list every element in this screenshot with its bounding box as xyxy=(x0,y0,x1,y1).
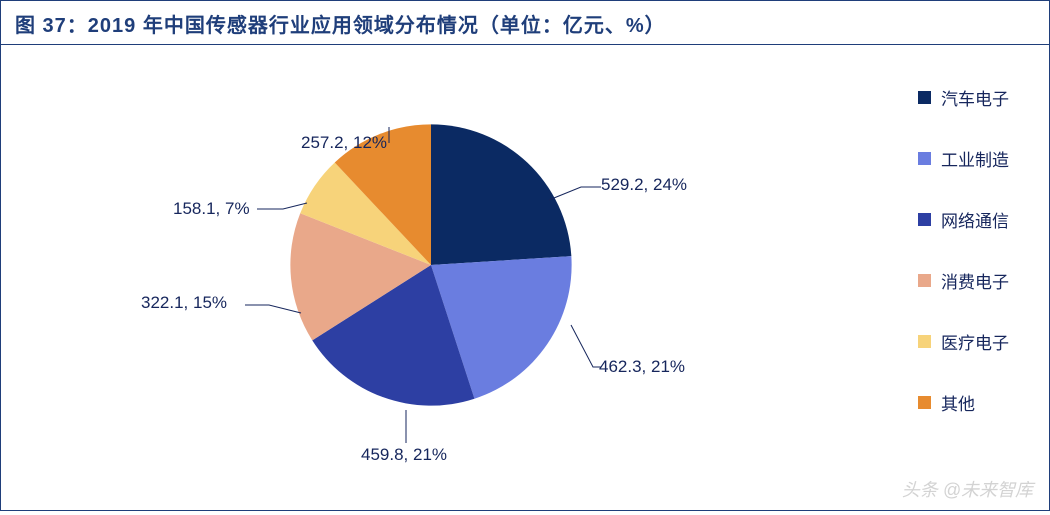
swatch-icon xyxy=(918,91,931,104)
slice-label-industrial: 462.3, 21% xyxy=(599,357,685,377)
legend-item-industrial: 工业制造 xyxy=(918,146,1009,171)
swatch-icon xyxy=(918,335,931,348)
slice-label-consumer: 322.1, 15% xyxy=(141,293,227,313)
legend-label: 消费电子 xyxy=(941,268,1009,293)
pie-svg xyxy=(281,115,581,415)
swatch-icon xyxy=(918,396,931,409)
legend-item-other: 其他 xyxy=(918,390,1009,415)
swatch-icon xyxy=(918,274,931,287)
legend-item-medical: 医疗电子 xyxy=(918,329,1009,354)
title-bar: 图 37：2019 年中国传感器行业应用领域分布情况（单位：亿元、%） xyxy=(1,1,1049,45)
swatch-icon xyxy=(918,152,931,165)
slice-label-medical: 158.1, 7% xyxy=(173,199,250,219)
legend-label: 汽车电子 xyxy=(941,85,1009,110)
legend-label: 网络通信 xyxy=(941,207,1009,232)
legend-item-consumer: 消费电子 xyxy=(918,268,1009,293)
chart-area: 529.2, 24% 462.3, 21% 459.8, 21% 322.1, … xyxy=(1,45,1049,512)
pie-slice xyxy=(431,124,571,265)
pie-chart xyxy=(281,115,581,415)
slice-label-auto: 529.2, 24% xyxy=(601,175,687,195)
legend-label: 其他 xyxy=(941,390,975,415)
legend-label: 医疗电子 xyxy=(941,329,1009,354)
swatch-icon xyxy=(918,213,931,226)
legend-item-auto: 汽车电子 xyxy=(918,85,1009,110)
slice-label-network: 459.8, 21% xyxy=(361,445,447,465)
chart-title: 图 37：2019 年中国传感器行业应用领域分布情况（单位：亿元、%） xyxy=(15,15,666,37)
legend-item-network: 网络通信 xyxy=(918,207,1009,232)
watermark: 头条 @未来智库 xyxy=(902,476,1033,502)
legend-label: 工业制造 xyxy=(941,146,1009,171)
figure-container: 图 37：2019 年中国传感器行业应用领域分布情况（单位：亿元、%） 529.… xyxy=(0,0,1050,511)
legend: 汽车电子 工业制造 网络通信 消费电子 医疗电子 其他 xyxy=(918,85,1009,415)
slice-label-other: 257.2, 12% xyxy=(301,133,387,153)
